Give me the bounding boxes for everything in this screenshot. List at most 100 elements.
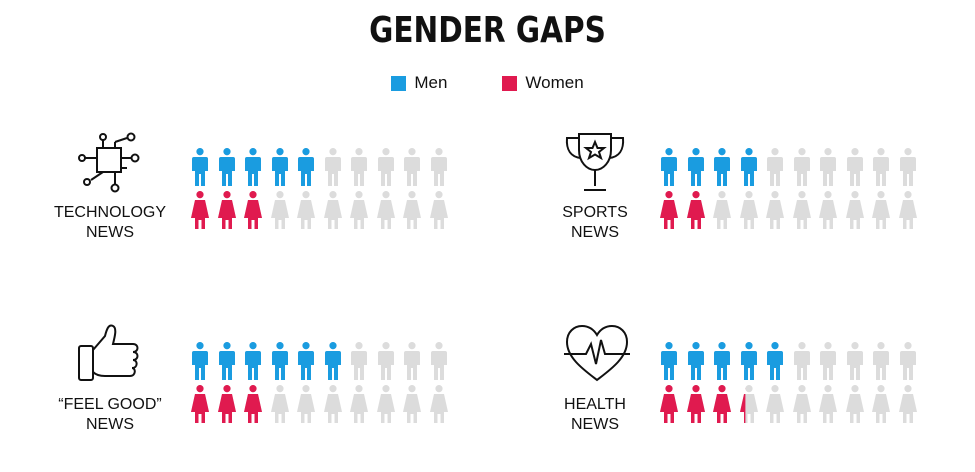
legend: Men Women — [0, 73, 975, 93]
man-icon-filled — [192, 342, 208, 380]
man-icon-empty — [899, 342, 916, 380]
man-icon-empty — [820, 342, 836, 380]
man-icon-filled — [192, 148, 208, 186]
man-icon-empty — [351, 148, 367, 186]
woman-icon-filled — [739, 385, 758, 423]
man-icon-filled — [687, 148, 704, 186]
man-icon-empty — [404, 148, 420, 186]
woman-icon-empty — [376, 385, 395, 423]
woman-icon-empty — [323, 191, 342, 229]
man-icon-filled — [740, 148, 757, 186]
woman-icon-empty — [898, 191, 917, 229]
man-icon-filled — [714, 148, 730, 186]
woman-icon-empty — [766, 385, 784, 423]
trophy-icon — [565, 133, 625, 191]
woman-icon-empty — [429, 385, 448, 423]
woman-icon-filled — [244, 191, 262, 229]
man-icon-filled — [218, 342, 235, 380]
legend-swatch-women — [502, 75, 518, 91]
woman-icon-empty — [872, 191, 890, 229]
woman-icon-empty — [845, 191, 864, 229]
woman-icon-filled — [686, 385, 705, 423]
man-icon-filled — [767, 342, 783, 380]
man-icon-empty — [767, 148, 783, 186]
man-icon-filled — [324, 342, 341, 380]
man-icon-empty — [430, 342, 447, 380]
man-icon-filled — [740, 342, 757, 380]
category-label-feel-good: “FEEL GOOD” NEWS — [40, 395, 180, 435]
man-icon-empty — [846, 342, 863, 380]
man-icon-empty — [351, 342, 367, 380]
woman-icon-empty — [403, 385, 421, 423]
woman-icon-empty — [713, 191, 731, 229]
man-icon-empty — [430, 148, 447, 186]
woman-icon-empty — [323, 385, 342, 423]
man-icon-empty — [793, 148, 810, 186]
legend-item-men: Men — [391, 73, 447, 93]
man-icon-filled — [245, 342, 261, 380]
man-icon-empty — [846, 148, 863, 186]
legend-item-women: Women — [502, 73, 584, 93]
woman-icon-empty — [792, 385, 811, 423]
woman-icon-empty — [739, 191, 758, 229]
man-icon-filled — [661, 342, 677, 380]
woman-icon-filled — [660, 191, 678, 229]
woman-icon-empty — [872, 385, 890, 423]
category-label-line1: “FEEL GOOD” — [58, 396, 162, 413]
man-icon-filled — [298, 148, 314, 186]
category-label-health: HEALTH NEWS — [525, 395, 665, 435]
man-icon-empty — [873, 148, 889, 186]
woman-icon-filled — [217, 385, 236, 423]
woman-icon-empty — [766, 191, 784, 229]
man-icon-filled — [245, 148, 261, 186]
woman-icon-empty — [429, 191, 448, 229]
woman-icon-empty — [845, 385, 864, 423]
man-icon-filled — [687, 342, 704, 380]
woman-icon-empty — [297, 385, 315, 423]
thumbs-up-icon — [78, 324, 139, 381]
man-icon-empty — [404, 342, 420, 380]
category-label-line2: NEWS — [571, 224, 619, 241]
woman-icon-empty — [350, 385, 368, 423]
category-label-sports: SPORTS NEWS — [525, 203, 665, 243]
man-icon-empty — [377, 148, 394, 186]
man-icon-filled — [298, 342, 314, 380]
man-icon-filled — [661, 148, 677, 186]
legend-label-men: Men — [414, 73, 448, 92]
woman-icon-empty — [270, 191, 289, 229]
man-icon-filled — [218, 148, 235, 186]
woman-icon-empty — [898, 385, 917, 423]
woman-icon-empty — [792, 191, 811, 229]
category-label-line1: TECHNOLOGY — [53, 204, 166, 221]
woman-icon-filled — [713, 385, 731, 423]
man-icon-filled — [714, 342, 730, 380]
woman-icon-filled — [217, 191, 236, 229]
woman-icon-empty — [376, 191, 395, 229]
circuit-chip-icon — [78, 132, 140, 193]
woman-icon-filled — [191, 191, 209, 229]
man-icon-filled — [271, 342, 288, 380]
woman-icon-empty — [403, 191, 421, 229]
woman-icon-filled — [686, 191, 705, 229]
man-icon-empty — [873, 342, 889, 380]
category-label-line2: NEWS — [571, 416, 619, 433]
chart-title: GENDER GAPS — [369, 10, 606, 51]
legend-swatch-men — [391, 75, 407, 91]
category-label-line2: NEWS — [86, 224, 134, 241]
man-icon-filled — [271, 148, 288, 186]
woman-icon-empty — [297, 191, 315, 229]
man-icon-empty — [820, 148, 836, 186]
woman-icon-filled — [660, 385, 678, 423]
woman-icon-empty — [819, 385, 837, 423]
woman-icon-empty — [819, 191, 837, 229]
woman-icon-filled — [244, 385, 262, 423]
woman-icon-empty — [350, 191, 368, 229]
heart-pulse-icon — [564, 324, 630, 382]
man-icon-empty — [793, 342, 810, 380]
man-icon-empty — [899, 148, 916, 186]
category-label-line1: HEALTH — [564, 396, 626, 413]
category-label-technology: TECHNOLOGY NEWS — [40, 203, 180, 243]
category-label-line1: SPORTS — [562, 204, 628, 221]
woman-icon-empty — [270, 385, 289, 423]
category-label-line2: NEWS — [86, 416, 134, 433]
